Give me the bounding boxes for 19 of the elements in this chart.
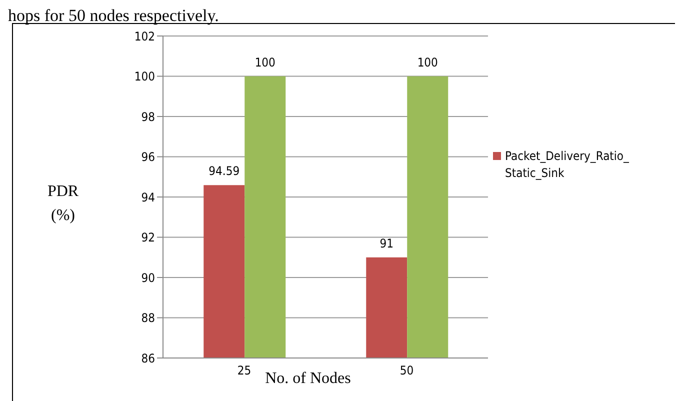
legend-label: Packet_Delivery_Ratio_Static_Sink [505,148,630,182]
y-axis-title: PDR (%) [46,182,80,226]
y-tick-label: 88 [141,311,156,326]
y-tick-label: 96 [141,150,156,164]
data-label: 94.59 [208,164,240,178]
y-tick-label: 102 [134,29,155,44]
data-label: 91 [380,236,394,250]
y-tick-label: 100 [134,70,156,84]
data-label: 100 [417,55,438,70]
y-tick-label: 94 [141,190,156,204]
text: hops for 50 nodes respectively. [8,7,219,26]
y-tick-label: 86 [141,351,156,366]
x-tick-label: 50 [400,364,414,378]
x-axis-title: No. of Nodes [265,370,351,387]
y-tick-label: 92 [141,230,155,245]
y-tick-label: 98 [141,110,156,124]
data-label: 100 [254,55,276,70]
x-tick-label: 25 [237,364,252,378]
y-tick-label: 90 [141,270,156,285]
